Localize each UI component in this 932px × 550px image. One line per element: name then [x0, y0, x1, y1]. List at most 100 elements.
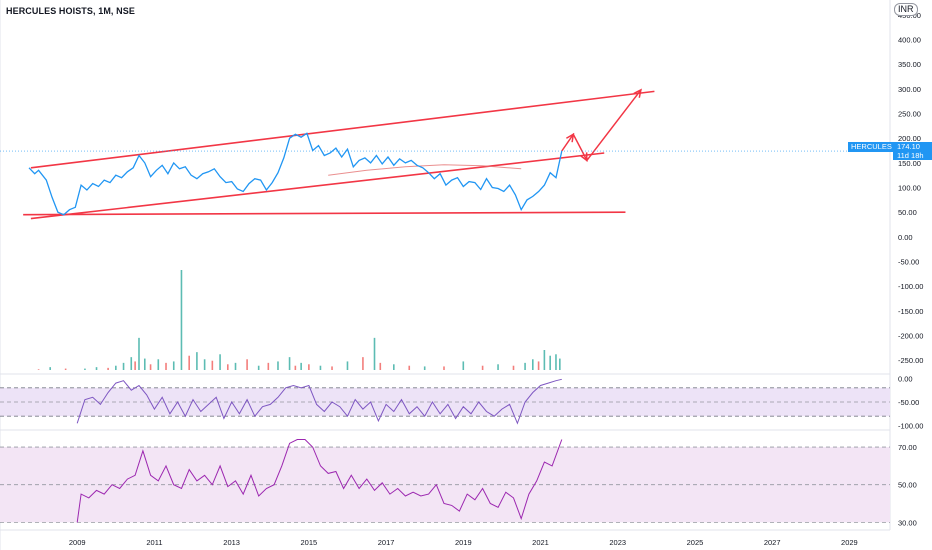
x-tick-label: 2021 [532, 538, 549, 547]
volume-bar [524, 362, 526, 370]
y-tick-label: 350.00 [898, 60, 921, 69]
volume-bar [443, 366, 445, 370]
volume-bar [559, 358, 561, 370]
rsi-tick-label: 70.00 [898, 443, 917, 452]
volume-bar [294, 365, 297, 370]
upper-channel-line [30, 90, 655, 169]
y-tick-label: -100.00 [898, 282, 923, 291]
volume-bar [219, 354, 221, 370]
volume-bar [362, 357, 364, 370]
volume-bar [143, 358, 146, 370]
volume-bar [226, 364, 229, 370]
volume-bar [267, 362, 270, 370]
volume-bar [512, 365, 515, 370]
volume-bar [49, 367, 51, 370]
volume-bar [549, 355, 551, 370]
volume-bar [180, 270, 183, 370]
oscillator-tick-label: 0.00 [898, 374, 913, 383]
moving-average-line [328, 164, 522, 176]
arrow-head [566, 132, 575, 143]
y-tick-label: 0.00 [898, 233, 913, 242]
x-tick-label: 2025 [687, 538, 704, 547]
oscillator-line [76, 378, 562, 425]
volume-bar [138, 337, 140, 370]
volume-bar [543, 350, 546, 370]
volume-bar [130, 357, 133, 370]
lower-channel-line [30, 152, 605, 220]
y-tick-label: -50.00 [898, 258, 919, 267]
price-line [28, 132, 563, 216]
volume-bar [308, 364, 310, 370]
volume-bar [37, 369, 40, 370]
volume-bar [481, 365, 484, 370]
volume-bar [277, 361, 279, 370]
rsi-tick-label: 30.00 [898, 518, 917, 527]
volume-bar [211, 360, 214, 370]
x-tick-label: 2019 [455, 538, 472, 547]
volume-bar [234, 362, 237, 370]
y-tick-label: -200.00 [898, 331, 923, 340]
rsi-tick-label: 50.00 [898, 481, 917, 490]
x-tick-label: 2027 [764, 538, 781, 547]
x-tick-label: 2013 [223, 538, 240, 547]
volume-bar [379, 362, 382, 370]
x-tick-label: 2011 [146, 538, 162, 547]
base-support-line [23, 211, 626, 216]
volume-bar [331, 366, 333, 370]
x-tick-label: 2023 [609, 538, 626, 547]
volume-bar [288, 357, 291, 370]
y-tick-label: -250.00 [898, 356, 923, 365]
y-tick-label: -150.00 [898, 307, 923, 316]
volume-bar [319, 365, 322, 370]
volume-bar [149, 364, 152, 370]
arrow-head [580, 152, 588, 162]
last-price-tag: HERCULES 174.10 11d 18h [848, 142, 932, 160]
x-tick-label: 2015 [301, 538, 318, 547]
price-tag-countdown: 11d 18h [897, 151, 924, 160]
volume-bar [196, 352, 198, 370]
y-tick-label: 400.00 [898, 36, 921, 45]
volume-bar [257, 365, 260, 370]
y-tick-label: 100.00 [898, 184, 921, 193]
arrow-head [633, 88, 642, 98]
y-tick-label: 200.00 [898, 134, 921, 143]
volume-bar [165, 362, 167, 370]
volume-bar [172, 361, 175, 370]
volume-bar [300, 362, 302, 370]
projection-arrow [561, 89, 642, 162]
chart-title: HERCULES HOISTS, 1M, NSE [6, 6, 135, 16]
volume-bar [532, 359, 534, 370]
volume-bar [555, 354, 557, 370]
volume-bar [408, 365, 411, 370]
volume-bar [64, 368, 67, 370]
y-tick-label: 250.00 [898, 110, 921, 119]
volume-bar [107, 367, 109, 370]
volume-bar [122, 362, 125, 370]
y-tick-label: 300.00 [898, 85, 921, 94]
volume-bar [246, 359, 248, 370]
volume-bar [393, 364, 395, 370]
x-tick-label: 2017 [378, 538, 395, 547]
volume-bar [95, 367, 98, 370]
rsi-line [76, 439, 563, 523]
volume-bar [203, 359, 206, 370]
x-tick-label: 2009 [69, 538, 86, 547]
volume-bar [537, 361, 540, 370]
volume-bar [134, 361, 136, 370]
volume-bar [188, 355, 190, 370]
price-tag-value: 174.10 11d 18h [893, 142, 932, 160]
volume-bar [373, 337, 376, 370]
oscillator-tick-label: -100.00 [898, 422, 923, 431]
price-tag-symbol: HERCULES [848, 142, 895, 152]
volume-bar [346, 361, 349, 370]
volume-bar [497, 364, 499, 370]
volume-bar [157, 359, 160, 370]
y-tick-label: 50.00 [898, 208, 917, 217]
price-tag-last: 174.10 [897, 142, 920, 151]
volume-bar [462, 361, 465, 370]
volume-bar [84, 368, 86, 370]
x-tick-label: 2029 [841, 538, 858, 547]
currency-badge[interactable]: INR [894, 3, 918, 16]
